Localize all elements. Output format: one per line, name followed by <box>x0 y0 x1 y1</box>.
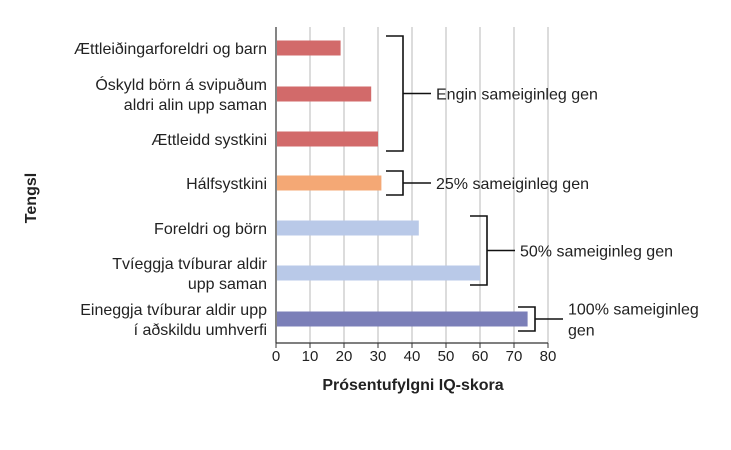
x-tick-label: 70 <box>506 348 523 365</box>
category-label: upp saman <box>188 276 267 293</box>
x-tick-label: 60 <box>472 348 489 365</box>
x-tick-label: 10 <box>302 348 319 365</box>
category-label: aldri alin upp saman <box>124 97 267 114</box>
x-tick-label: 50 <box>438 348 455 365</box>
bar <box>277 175 382 191</box>
group-bracket <box>386 35 431 152</box>
x-tick-label: 0 <box>272 348 280 365</box>
x-tick-label: 30 <box>370 348 387 365</box>
bar <box>277 265 480 281</box>
bar <box>277 40 341 56</box>
category-label: Ættleiðingarforeldri og barn <box>74 41 267 58</box>
bar <box>277 220 419 236</box>
bar <box>277 86 372 102</box>
category-label: Óskyld börn á svipuðum <box>95 75 267 94</box>
group-label: 100% sameiginleg <box>568 302 699 319</box>
group-bracket <box>470 215 515 286</box>
x-tick-label: 20 <box>336 348 353 365</box>
category-label: Eineggja tvíburar aldir upp <box>80 302 267 319</box>
group-label: gen <box>568 323 595 340</box>
category-label: Tvíeggja tvíburar aldir <box>112 256 267 273</box>
x-tick-labels: 0 10 20 30 40 50 60 70 80 <box>272 343 557 365</box>
category-label: Foreldri og börn <box>154 221 267 238</box>
x-axis-label: Prósentufylgni IQ-skora <box>322 377 503 394</box>
group-bracket <box>518 306 563 332</box>
bars <box>277 40 528 327</box>
bar <box>277 131 378 147</box>
category-label: Ættleidd systkini <box>151 132 267 149</box>
group-bracket <box>386 170 431 196</box>
group-brackets: Engin sameiginleg gen 25% sameiginleg gen… <box>386 35 699 340</box>
group-label: 25% sameiginleg gen <box>436 176 589 193</box>
category-labels: Ættleiðingarforeldri og barn Óskyld börn … <box>74 41 268 339</box>
category-label: í aðskildu umhverfi <box>134 322 267 339</box>
bar <box>277 311 528 327</box>
group-label: 50% sameiginleg gen <box>520 244 673 261</box>
category-label: Hálfsystkini <box>186 176 267 193</box>
x-tick-label: 40 <box>404 348 421 365</box>
group-label: Engin sameiginleg gen <box>436 87 598 104</box>
x-tick-label: 80 <box>540 348 557 365</box>
y-axis-label: Tengsl <box>23 173 40 223</box>
